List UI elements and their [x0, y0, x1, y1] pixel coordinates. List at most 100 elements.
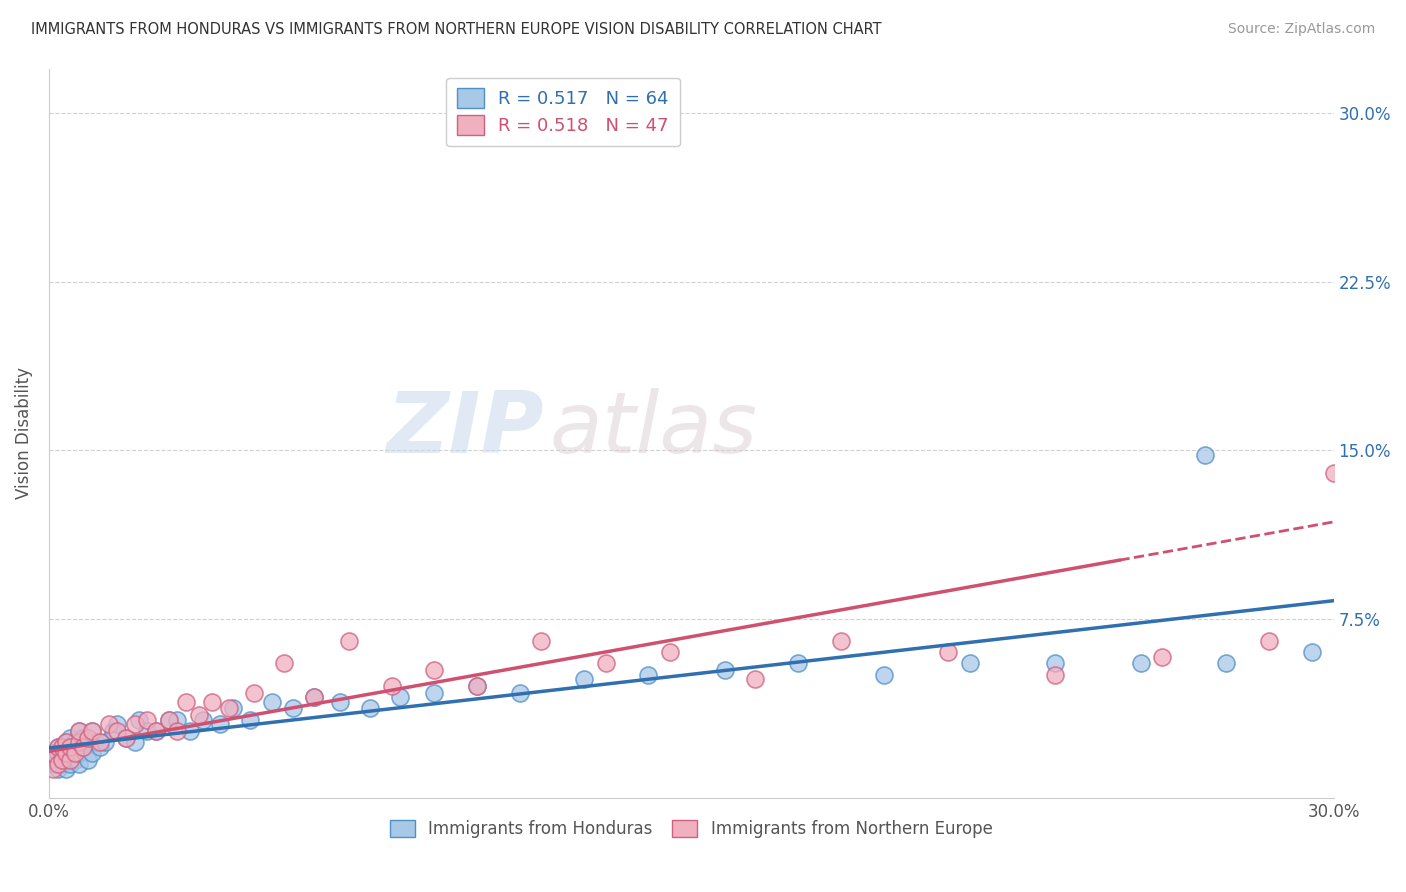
Point: [128, 713, 150, 727]
Point: [744, 672, 766, 686]
Text: IMMIGRANTS FROM HONDURAS VS IMMIGRANTS FROM NORTHERN EUROPE VISION DISABILITY CO: IMMIGRANTS FROM HONDURAS VS IMMIGRANTS F…: [31, 22, 882, 37]
Point: [239, 713, 262, 727]
Point: [59, 757, 82, 772]
Point: [201, 695, 224, 709]
Point: [42, 762, 65, 776]
Point: [124, 717, 146, 731]
Point: [80, 723, 103, 738]
Point: [67, 746, 90, 760]
Point: [89, 739, 111, 754]
Point: [714, 663, 737, 677]
Point: [72, 739, 94, 754]
Point: [209, 717, 232, 731]
Point: [574, 672, 596, 686]
Point: [84, 735, 107, 749]
Point: [93, 735, 115, 749]
Point: [936, 645, 959, 659]
Point: [273, 657, 295, 671]
Point: [166, 713, 188, 727]
Point: [595, 657, 617, 671]
Point: [107, 723, 129, 738]
Point: [46, 746, 69, 760]
Point: [80, 746, 103, 760]
Point: [55, 762, 77, 776]
Point: [187, 708, 209, 723]
Point: [787, 657, 810, 671]
Point: [637, 667, 659, 681]
Point: [51, 753, 73, 767]
Point: [97, 717, 120, 731]
Point: [67, 723, 90, 738]
Point: [80, 723, 103, 738]
Point: [42, 746, 65, 760]
Text: ZIP: ZIP: [385, 388, 544, 471]
Point: [107, 717, 129, 731]
Point: [136, 723, 159, 738]
Point: [76, 731, 98, 745]
Point: [136, 713, 159, 727]
Point: [67, 735, 90, 749]
Point: [51, 739, 73, 754]
Point: [1301, 645, 1323, 659]
Point: [304, 690, 326, 705]
Legend: Immigrants from Honduras, Immigrants from Northern Europe: Immigrants from Honduras, Immigrants fro…: [382, 813, 1000, 845]
Point: [59, 753, 82, 767]
Point: [465, 679, 488, 693]
Point: [359, 701, 381, 715]
Point: [46, 757, 69, 772]
Point: [55, 746, 77, 760]
Point: [51, 739, 73, 754]
Point: [55, 735, 77, 749]
Point: [55, 753, 77, 767]
Point: [115, 731, 138, 745]
Point: [63, 746, 86, 760]
Point: [1152, 649, 1174, 664]
Point: [423, 663, 446, 677]
Point: [179, 723, 201, 738]
Point: [1043, 657, 1066, 671]
Point: [1043, 667, 1066, 681]
Point: [51, 746, 73, 760]
Point: [145, 723, 167, 738]
Point: [873, 667, 896, 681]
Point: [46, 739, 69, 754]
Point: [55, 735, 77, 749]
Point: [465, 679, 488, 693]
Point: [46, 739, 69, 754]
Point: [67, 723, 90, 738]
Point: [42, 753, 65, 767]
Y-axis label: Vision Disability: Vision Disability: [15, 368, 32, 500]
Point: [304, 690, 326, 705]
Point: [72, 739, 94, 754]
Point: [830, 634, 852, 648]
Text: Source: ZipAtlas.com: Source: ZipAtlas.com: [1227, 22, 1375, 37]
Point: [59, 739, 82, 754]
Point: [76, 753, 98, 767]
Point: [46, 762, 69, 776]
Point: [59, 731, 82, 745]
Point: [509, 685, 531, 699]
Point: [218, 701, 240, 715]
Point: [63, 753, 86, 767]
Point: [89, 735, 111, 749]
Point: [157, 713, 180, 727]
Point: [103, 723, 125, 738]
Point: [658, 645, 681, 659]
Point: [145, 723, 167, 738]
Point: [1215, 657, 1237, 671]
Point: [67, 757, 90, 772]
Point: [337, 634, 360, 648]
Point: [530, 634, 553, 648]
Point: [72, 731, 94, 745]
Point: [1129, 657, 1152, 671]
Point: [260, 695, 283, 709]
Point: [222, 701, 245, 715]
Point: [166, 723, 188, 738]
Text: atlas: atlas: [550, 388, 758, 471]
Point: [423, 685, 446, 699]
Point: [281, 701, 304, 715]
Point: [243, 685, 266, 699]
Point: [1194, 448, 1216, 462]
Point: [174, 695, 197, 709]
Point: [157, 713, 180, 727]
